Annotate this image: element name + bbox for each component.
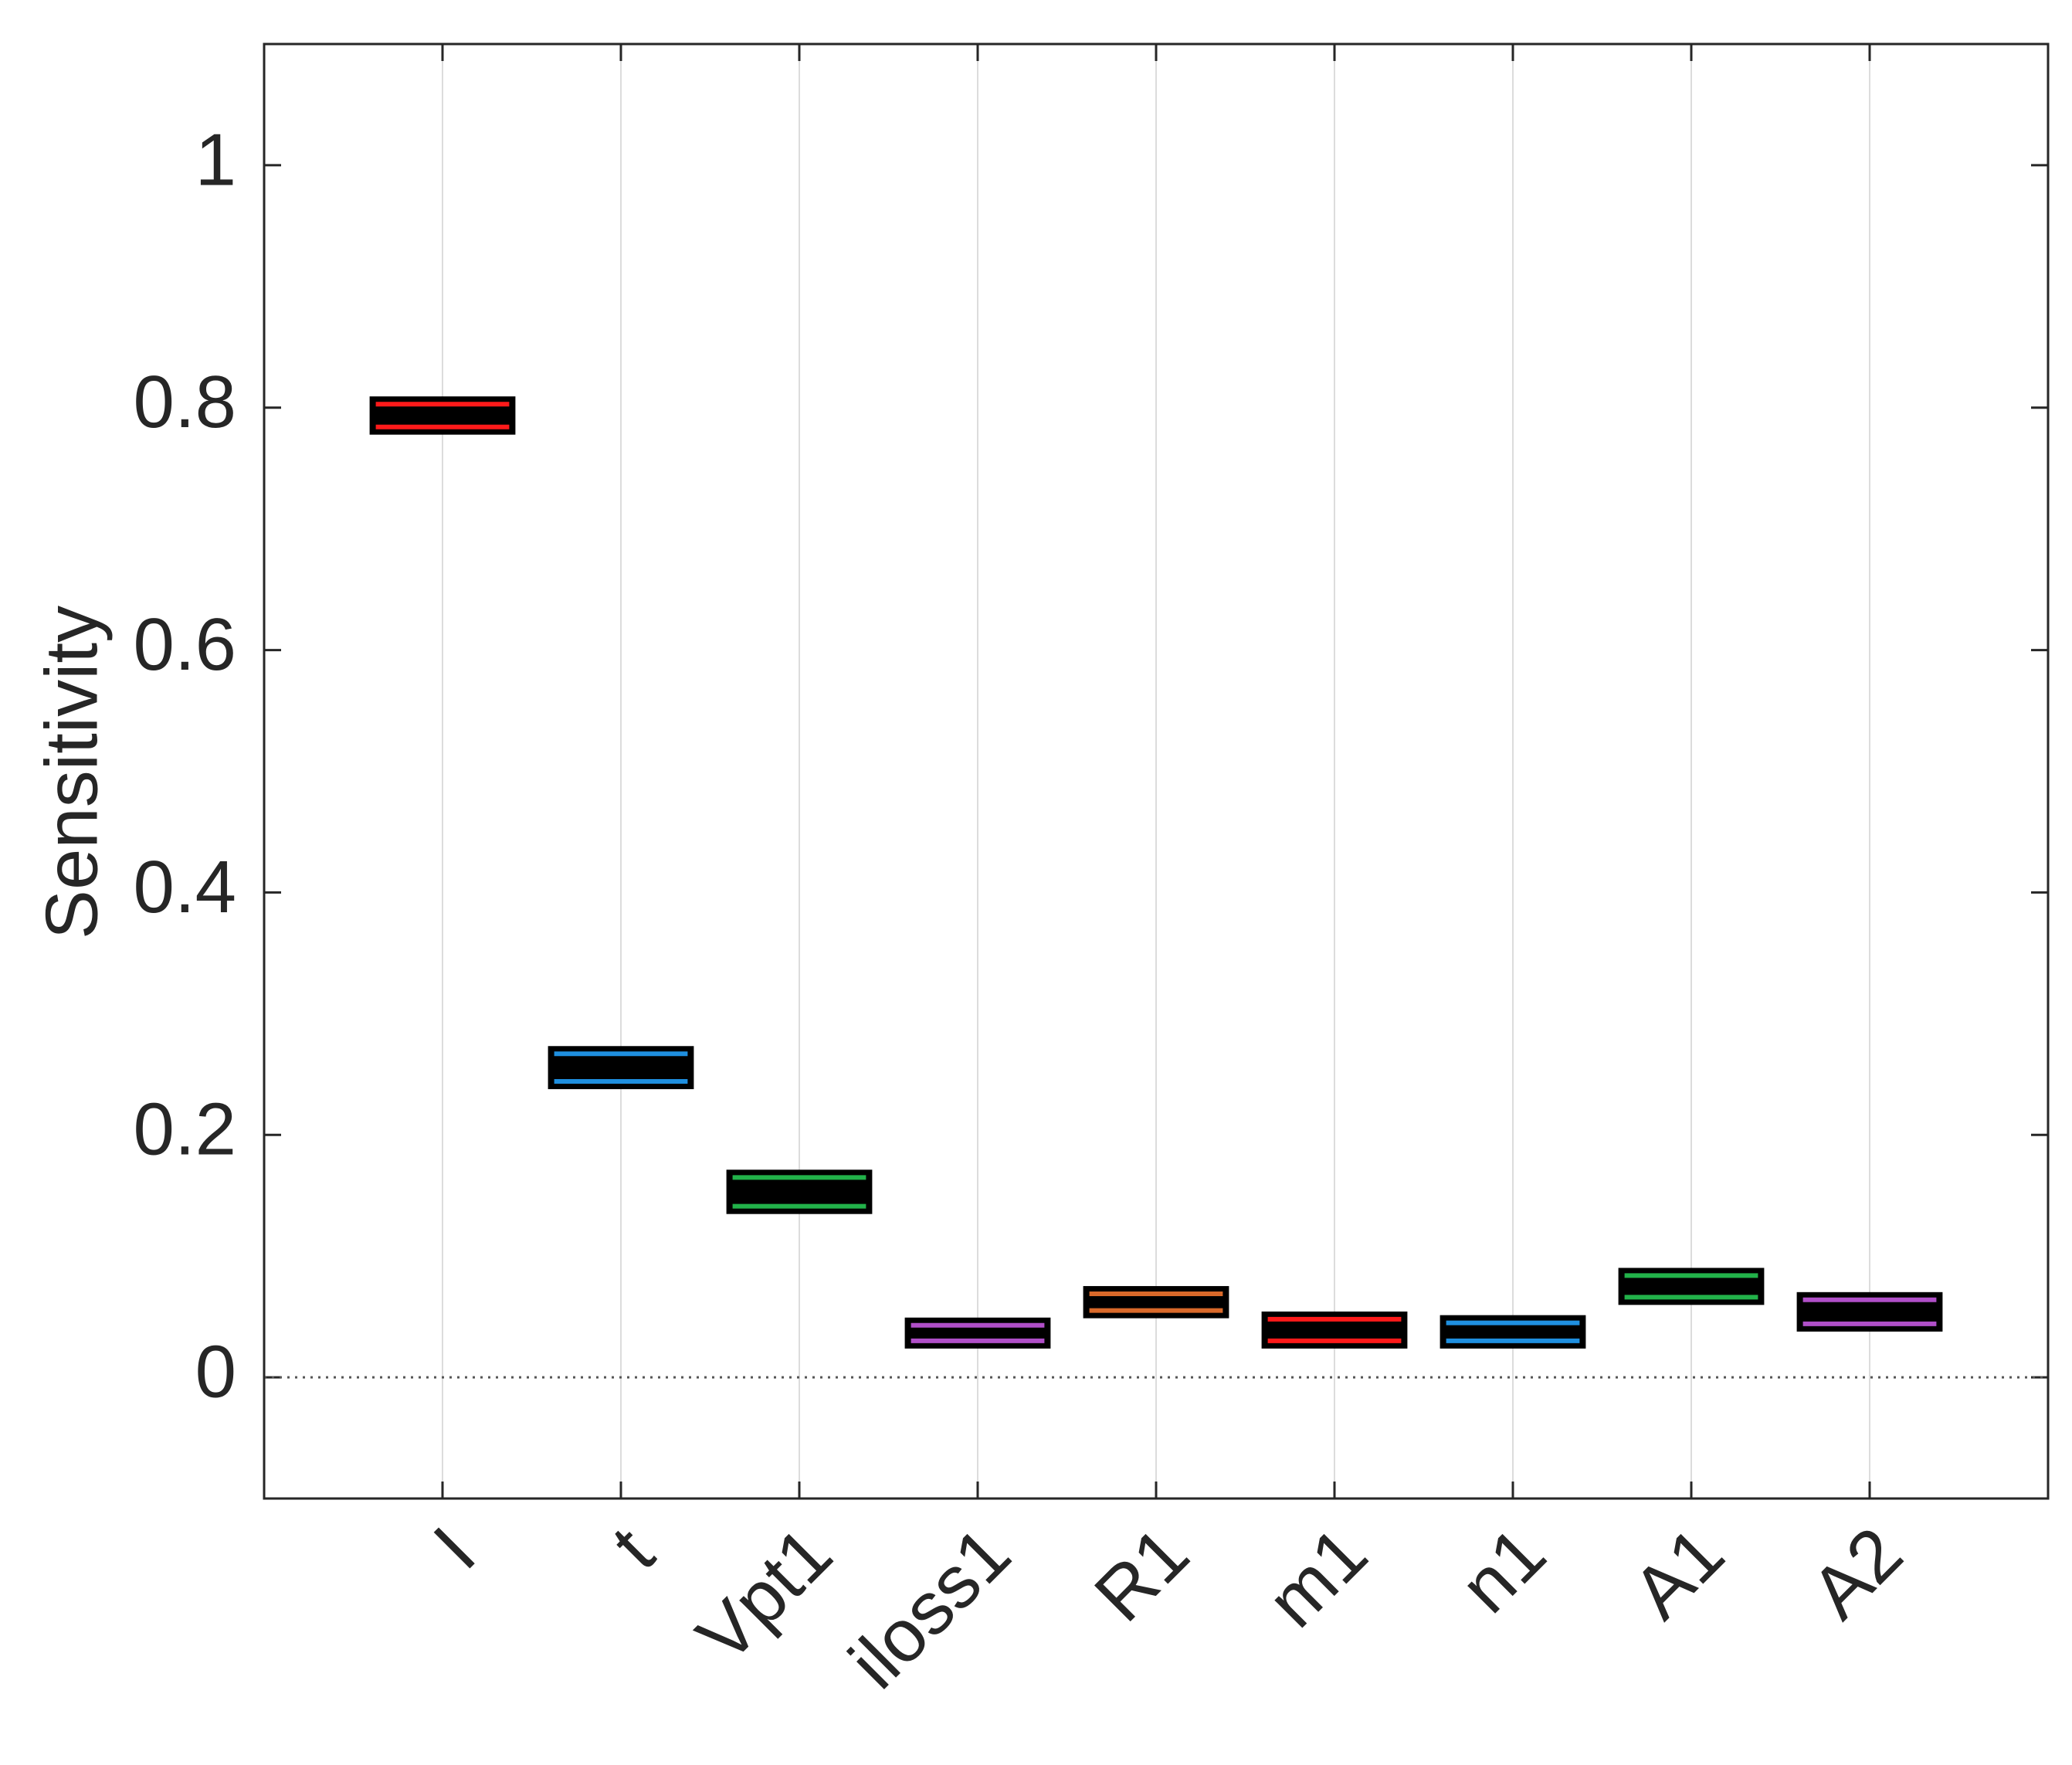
y-axis-label: Sensitivity (30, 606, 113, 939)
x-tick-label: A1 (1617, 1512, 1740, 1634)
x-tick-label: t (596, 1512, 670, 1585)
x-tick-label: Vpt1 (681, 1512, 847, 1678)
y-tick-label: 0 (195, 1330, 236, 1413)
x-tick-label: iloss1 (834, 1512, 1026, 1704)
plot-frame (263, 42, 2050, 1500)
x-tick-label: I (418, 1512, 491, 1585)
x-tick-label: R1 (1079, 1512, 1204, 1637)
y-tick-label: 0.2 (134, 1088, 236, 1171)
y-tick-label: 0.4 (134, 846, 236, 928)
y-tick-label: 0.6 (134, 603, 236, 686)
y-tick-label: 1 (195, 118, 236, 201)
y-tick-label: 0.8 (134, 361, 236, 443)
x-tick-label: A2 (1796, 1512, 1918, 1634)
x-tick-label: n1 (1445, 1512, 1562, 1628)
x-tick-label: m1 (1252, 1512, 1383, 1643)
